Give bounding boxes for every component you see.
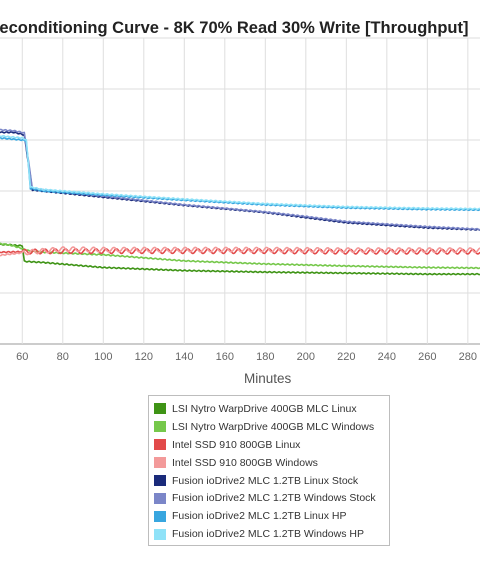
- x-tick-label: 140: [175, 351, 193, 363]
- legend-label: Intel SSD 910 800GB Linux: [172, 438, 301, 451]
- series-line: [0, 243, 480, 276]
- legend-item: Fusion ioDrive2 MLC 1.2TB Linux Stock: [154, 472, 389, 490]
- x-tick-label: 280: [459, 351, 477, 363]
- legend-item: Fusion ioDrive2 MLC 1.2TB Linux HP: [154, 507, 389, 525]
- series-line: [0, 246, 480, 257]
- legend-swatch: [154, 421, 166, 433]
- legend-item: Fusion ioDrive2 MLC 1.2TB Windows Stock: [154, 489, 389, 507]
- x-tick-label: 120: [135, 351, 153, 363]
- series-line: [0, 131, 480, 232]
- legend-label: Fusion ioDrive2 MLC 1.2TB Windows HP: [172, 528, 364, 541]
- x-tick-labels: 60 80 100 120 140 160 180 200 220 240 260 280: [16, 351, 477, 363]
- x-axis-label: Minutes: [244, 371, 292, 386]
- x-tick-label: 220: [337, 351, 355, 363]
- x-tick-label: 160: [216, 351, 234, 363]
- legend-label: Fusion ioDrive2 MLC 1.2TB Linux Stock: [172, 474, 359, 487]
- x-tick-label: 200: [297, 351, 315, 363]
- x-tick-label: 80: [57, 351, 69, 363]
- legend-item: LSI Nytro WarpDrive 400GB MLC Linux: [154, 400, 389, 418]
- legend-item: LSI Nytro WarpDrive 400GB MLC Windows: [154, 418, 389, 436]
- legend-label: Fusion ioDrive2 MLC 1.2TB Linux HP: [172, 510, 347, 523]
- legend-item: Intel SSD 910 800GB Linux: [154, 436, 389, 454]
- legend-label: Intel SSD 910 800GB Windows: [172, 456, 318, 469]
- legend-swatch: [154, 528, 166, 540]
- legend: LSI Nytro WarpDrive 400GB MLC Linux LSI N…: [148, 395, 390, 546]
- chart-plot: 60 80 100 120 140 160 180 200 220 240 260 280: [0, 37, 480, 363]
- x-tick-label: 260: [418, 351, 436, 363]
- series-line: [0, 136, 480, 212]
- legend-item: Fusion ioDrive2 MLC 1.2TB Windows HP: [154, 525, 389, 543]
- legend-item: Intel SSD 910 800GB Windows: [154, 454, 389, 472]
- series-line: [0, 248, 480, 255]
- series-line: [0, 135, 480, 211]
- chart-title: Preconditioning Curve - 8K 70% Read 30% …: [0, 19, 469, 37]
- legend-swatch: [154, 492, 166, 504]
- x-tick-label: 240: [378, 351, 396, 363]
- legend-label: LSI Nytro WarpDrive 400GB MLC Linux: [172, 402, 357, 415]
- legend-swatch: [154, 457, 166, 469]
- x-tick-label: 100: [94, 351, 112, 363]
- series-line: [0, 128, 480, 231]
- series-lines: [0, 128, 480, 276]
- legend-label: LSI Nytro WarpDrive 400GB MLC Windows: [172, 420, 375, 433]
- legend-label: Fusion ioDrive2 MLC 1.2TB Windows Stock: [172, 492, 376, 505]
- x-tick-label: 180: [256, 351, 274, 363]
- x-tick-label: 60: [16, 351, 28, 363]
- legend-swatch: [154, 510, 166, 522]
- legend-swatch: [154, 439, 166, 451]
- grid-lines: [0, 37, 480, 345]
- legend-swatch: [154, 403, 166, 415]
- legend-swatch: [154, 475, 166, 486]
